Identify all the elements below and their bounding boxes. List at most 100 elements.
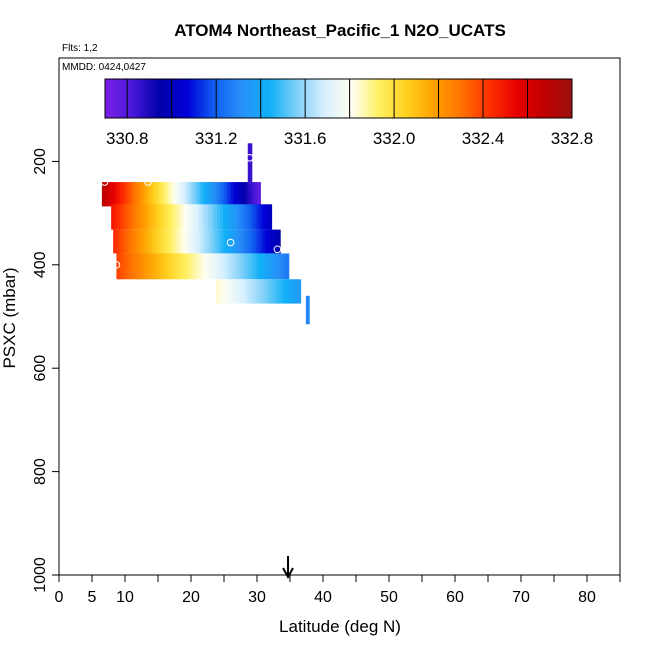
axes: 0 5 10 20 30 40 50 60 70 80 200 400 600 800 1000 — [32, 148, 621, 606]
y-axis-label: PSXC (mbar) — [0, 267, 19, 368]
data-cell — [126, 204, 130, 230]
data-cell — [148, 229, 153, 254]
latitude-marker — [282, 556, 294, 580]
data-cell — [161, 182, 166, 207]
data-cell — [177, 204, 182, 230]
data-cell — [229, 204, 233, 230]
data-cell — [173, 182, 178, 207]
data-cell — [122, 253, 127, 280]
data-cell — [173, 253, 178, 280]
y-tick-label: 600 — [32, 355, 49, 382]
data-cell — [128, 182, 133, 207]
data-cell — [265, 229, 269, 254]
y-tick-label: 1000 — [32, 557, 49, 593]
data-cell — [125, 253, 130, 280]
data-cell — [137, 182, 142, 207]
data-cell — [152, 253, 157, 280]
data-cell — [262, 229, 266, 254]
data-cell — [261, 279, 265, 304]
data-cell — [201, 253, 205, 280]
data-cell — [160, 229, 165, 254]
data-cell — [276, 279, 281, 304]
data-cell — [273, 279, 278, 304]
data-cell — [270, 253, 275, 280]
x-tick-label: 30 — [248, 589, 266, 606]
sample-point — [112, 261, 121, 269]
data-cell — [238, 204, 242, 230]
data-cell — [247, 204, 251, 230]
data-cell — [251, 182, 255, 207]
data-cell — [267, 253, 272, 280]
data-cell — [119, 182, 124, 207]
data-cell — [285, 253, 290, 280]
data-cell — [193, 229, 198, 254]
data-cell — [119, 229, 123, 254]
data-cell — [143, 182, 148, 207]
data-cell — [223, 229, 228, 254]
data-cell — [111, 204, 115, 230]
data-cell — [155, 182, 160, 207]
data-cell — [216, 279, 220, 304]
data-cell — [191, 182, 196, 207]
data-cell — [157, 229, 162, 254]
data-cell — [247, 229, 251, 254]
sample-point — [226, 238, 235, 247]
data-cell — [165, 204, 170, 230]
data-cell — [161, 253, 166, 280]
colorbar-tick-label: 332.4 — [462, 129, 505, 148]
data-cell — [158, 253, 163, 280]
data-cell — [176, 182, 181, 207]
data-cell — [255, 253, 260, 280]
data-cell — [282, 253, 287, 280]
data-cell — [234, 253, 238, 280]
data-cell — [187, 229, 192, 254]
data-cell — [227, 182, 232, 207]
data-cell — [140, 253, 145, 280]
data-cell — [220, 204, 224, 230]
data-cell — [250, 204, 254, 230]
data-cell — [128, 253, 133, 280]
sample-point — [245, 153, 254, 162]
data-cell — [252, 253, 257, 280]
data-layer — [100, 143, 310, 325]
data-cell — [249, 143, 253, 185]
data-cell — [261, 253, 266, 280]
data-cell — [182, 182, 187, 207]
data-cell — [162, 204, 167, 230]
data-cell — [282, 279, 287, 304]
data-cell — [117, 204, 121, 230]
data-cell — [170, 182, 175, 207]
data-cell — [188, 182, 193, 207]
colorbar-bar — [104, 78, 573, 119]
data-cell — [222, 279, 226, 304]
data-cell — [214, 204, 218, 230]
data-cell — [255, 279, 259, 304]
data-cell — [246, 279, 250, 304]
data-cell — [262, 204, 267, 230]
data-cell — [276, 253, 281, 280]
data-cell — [143, 253, 148, 280]
data-cell — [120, 204, 124, 230]
data-cell — [259, 229, 263, 254]
data-cell — [250, 229, 254, 254]
data-cell — [209, 182, 214, 207]
data-cell — [192, 204, 197, 230]
data-cell — [131, 253, 136, 280]
colorbar-tick-label: 331.2 — [195, 129, 238, 148]
data-cell — [305, 295, 309, 325]
data-cell — [210, 253, 214, 280]
data-cell — [123, 204, 127, 230]
data-cell — [149, 182, 154, 207]
data-cell — [254, 182, 258, 207]
data-cell — [198, 253, 202, 280]
data-cell — [104, 182, 109, 207]
data-cell — [216, 253, 220, 280]
data-cell — [226, 229, 231, 254]
data-cell — [220, 229, 225, 254]
data-cell — [172, 229, 177, 254]
data-cell — [218, 182, 223, 207]
colorbar: 330.8 331.2 331.6 332.0 332.4 332.8 — [104, 78, 593, 148]
data-cell — [271, 229, 275, 254]
data-cell — [277, 229, 281, 254]
data-cell — [156, 204, 161, 230]
